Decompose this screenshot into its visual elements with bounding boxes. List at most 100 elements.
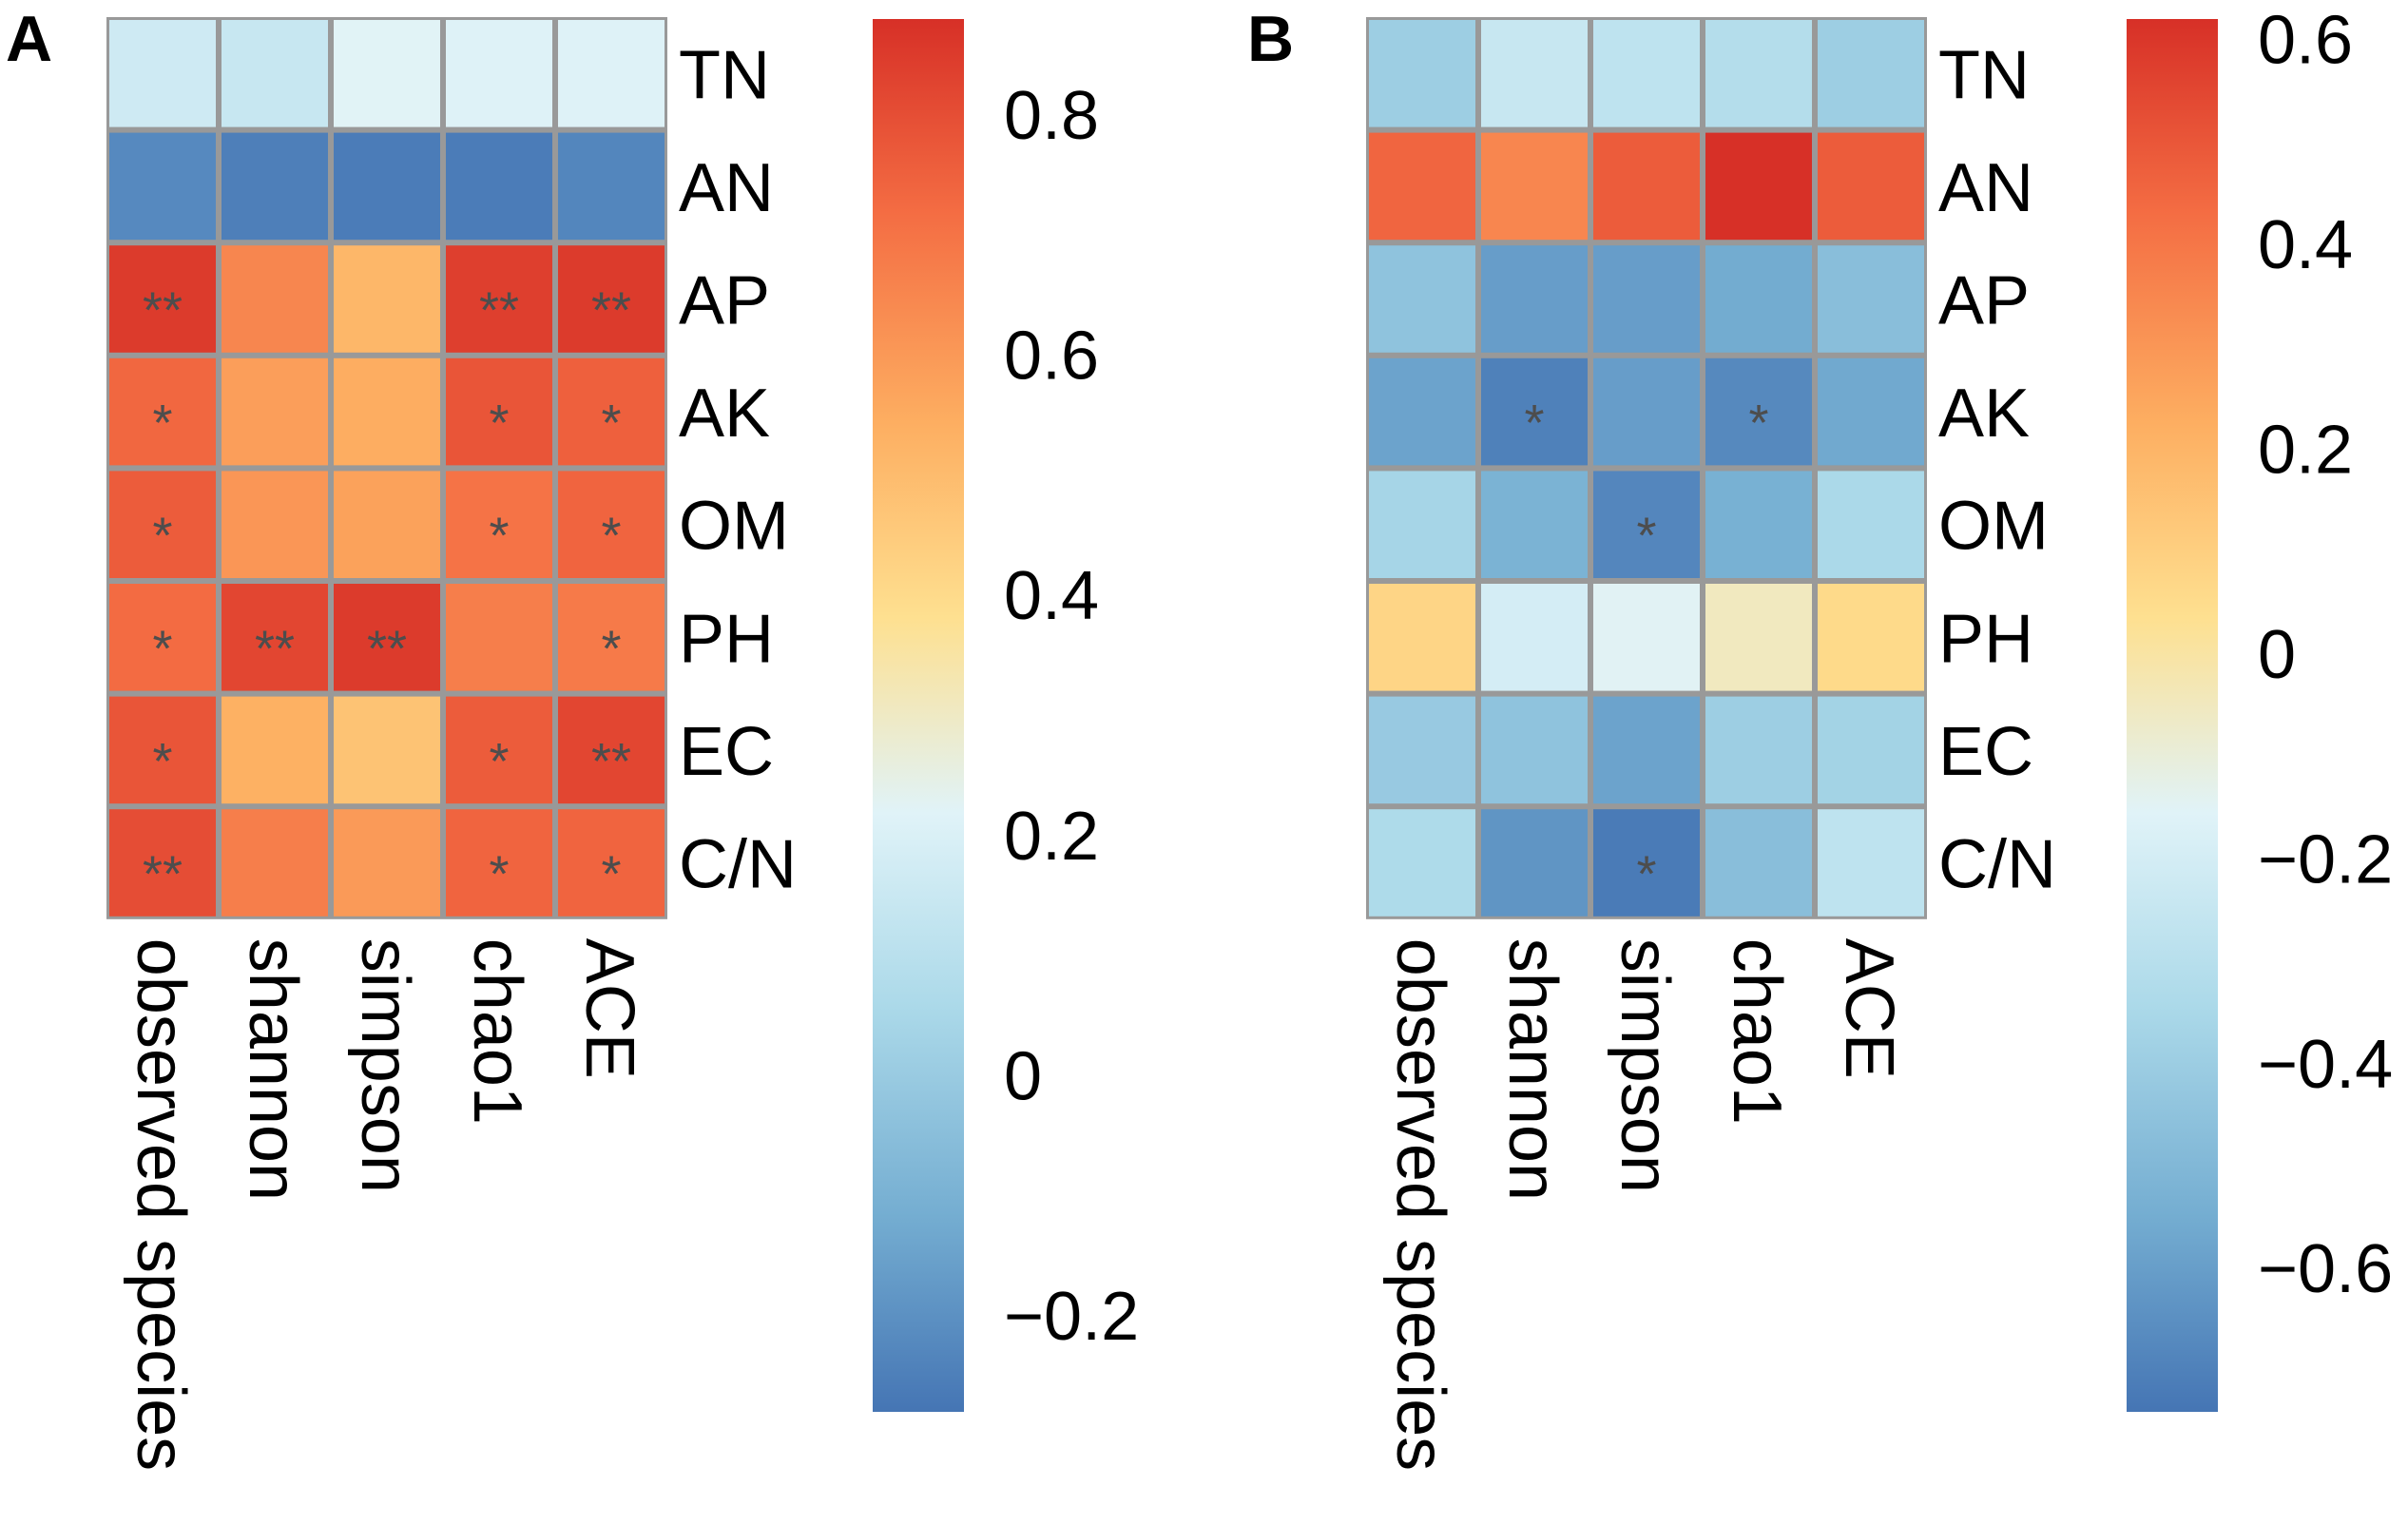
panel-a-cell-tn-chao1: [446, 20, 552, 127]
panel-b-cell-ec-simpson: [1593, 696, 1700, 804]
panel-a-row-label-c-n: C/N: [679, 827, 797, 903]
panel-a-significance-c-n-chao1: *: [489, 846, 509, 903]
panel-b-heatmap: * * * *: [1366, 17, 1927, 919]
panel-a-column-label-chao1: chao1: [459, 938, 535, 1125]
panel-b-cell-ak-shannon: [1481, 357, 1588, 466]
panel-a-significance-om-observed-species: *: [152, 508, 172, 565]
panel-b-cell-tn-shannon: [1481, 20, 1588, 127]
panel-a-cell-tn-shannon: [222, 20, 328, 127]
panel-a-significance-om-chao1: *: [489, 508, 509, 565]
panel-a-colorbar: 0.8 0.6 0.4 0.2 0 −0.2: [873, 19, 1139, 1412]
panel-b-cell-tn-simpson: [1593, 20, 1700, 127]
panel-b-column-label-simpson: simpson: [1607, 938, 1683, 1193]
panel-a-cell-c-n-ace: [558, 809, 665, 917]
panel-b-cell-an-shannon: [1481, 132, 1588, 241]
panel-b-cell-tn-chao1: [1705, 20, 1812, 127]
panel-b-cell-an-observed-species: [1369, 132, 1475, 241]
panel-b-column-label-chao1: chao1: [1719, 938, 1795, 1125]
panel-b-cell-ph-observed-species: [1369, 584, 1475, 691]
panel-a-cell-ec-shannon: [222, 696, 328, 804]
panel-a-cell-ph-observed-species: [109, 584, 216, 691]
panel-a-significance-ec-observed-species: *: [152, 733, 172, 790]
panel-b-cell-ph-simpson: [1593, 584, 1700, 691]
panel-b-colorbar-gradient: [2127, 19, 2218, 1412]
panel-b-cell-c-n-shannon: [1481, 809, 1588, 917]
panel-b-cell-an-simpson: [1593, 132, 1700, 241]
panel-b-row-label-ap: AP: [1938, 263, 2030, 339]
panel-a-cell-tn-ace: [558, 20, 665, 127]
panel-a-cell-ec-observed-species: [109, 696, 216, 804]
panel-b-colorbar: 0.6 0.4 0.2 0 −0.2 −0.4 −0.6: [2127, 3, 2393, 1412]
panel-b-column-labels: observed species shannon simpson chao1 ACE: [1382, 938, 1907, 1471]
panel-a-significance-ph-ace: *: [601, 620, 621, 677]
panel-a-cell-om-simpson: [334, 471, 440, 578]
panel-a-significance-ph-shannon: **: [255, 620, 295, 677]
panel-b-cell-ec-shannon: [1481, 696, 1588, 804]
panel-a-colorbar-tick-label: 0.2: [1004, 799, 1099, 875]
panel-b-significance-c-n-simpson: *: [1636, 846, 1656, 903]
panel-a-column-label-ace: ACE: [571, 938, 647, 1079]
panel-a-heatmap: ** ** *** * ** * ** ** ** ** * **** * *: [106, 17, 667, 919]
panel-a-significance-ph-simpson: **: [367, 620, 407, 677]
panel-a-column-label-shannon: shannon: [235, 938, 311, 1201]
panel-a-row-label-an: AN: [679, 150, 774, 226]
panel-a-cell-c-n-shannon: [222, 809, 328, 917]
panel-a-cell-c-n-simpson: [334, 809, 440, 917]
panel-b-cell-c-n-ace: [1818, 809, 1924, 917]
panel-a-significance-ak-observed-species: *: [152, 395, 172, 452]
panel-b-column-label-observed-species: observed species: [1382, 938, 1458, 1471]
panel-a-cell-ph-ace: [558, 584, 665, 691]
panel-b-row-labels: TN AN AP AK OM PH EC C/N: [1938, 37, 2056, 902]
panel-b-colorbar-tick-label: 0.2: [2258, 412, 2353, 488]
panel-a-column-labels: observed species shannon simpson chao1 ACE: [123, 938, 647, 1471]
panel-b-cell-om-simpson: [1593, 471, 1700, 578]
panel-a-column-label-simpson: simpson: [347, 938, 423, 1193]
panel-b-row-label-ph: PH: [1938, 601, 2033, 677]
panel-a-cell-om-shannon: [222, 471, 328, 578]
panel-b-cell-ec-observed-species: [1369, 696, 1475, 804]
panel-b-cell-ec-ace: [1818, 696, 1924, 804]
panel-a-cell-ak-chao1: [446, 357, 552, 466]
panel-b-cell-ak-chao1: [1705, 357, 1812, 466]
panel-b-significance-om-simpson: *: [1636, 508, 1656, 565]
panel-b-cell-ec-chao1: [1705, 696, 1812, 804]
panel-b-colorbar-tick-label: 0.6: [2258, 3, 2353, 79]
panel-a: A ** ** *** * ** * ** ** ** ** * **** * * TNANAPAKOMP…: [6, 3, 1139, 1471]
panel-a-cell-ph-shannon: [222, 584, 328, 691]
panel-b-row-label-ak: AK: [1938, 376, 2030, 452]
panel-a-significance-om-ace: *: [601, 508, 621, 565]
panel-b-row-label-an: AN: [1938, 150, 2033, 226]
panel-a-cell-an-observed-species: [109, 132, 216, 241]
panel-b-significance-ak-shannon: *: [1524, 395, 1544, 452]
panel-a-cell-ap-observed-species: [109, 245, 216, 353]
panel-b: B * * * * TN AN AP AK OM PH EC C/N observed specie…: [1247, 3, 2393, 1472]
panel-b-column-label-shannon: shannon: [1494, 938, 1570, 1201]
panel-b-significance-ak-chao1: *: [1748, 395, 1768, 452]
panel-a-colorbar-gradient: [873, 19, 964, 1412]
panel-b-cell-c-n-observed-species: [1369, 809, 1475, 917]
panel-a-cell-ap-shannon: [222, 245, 328, 353]
panel-b-colorbar-tick-label: −0.6: [2258, 1231, 2393, 1307]
panel-a-significance-ak-chao1: *: [489, 395, 509, 452]
panel-b-cell-c-n-simpson: [1593, 809, 1700, 917]
panel-b-row-label-tn: TN: [1938, 37, 2030, 113]
panel-a-cell-om-ace: [558, 471, 665, 578]
panel-b-cell-ap-observed-species: [1369, 245, 1475, 353]
panel-a-cell-ph-simpson: [334, 584, 440, 691]
panel-a-colorbar-tick-label: 0.8: [1004, 78, 1099, 154]
panel-a-cell-tn-observed-species: [109, 20, 216, 127]
panel-a-cell-c-n-chao1: [446, 809, 552, 917]
panel-a-row-label-om: OM: [679, 489, 789, 565]
panel-a-colorbar-tick-label: −0.2: [1004, 1279, 1139, 1355]
panel-b-cell-ph-chao1: [1705, 584, 1812, 691]
panel-a-cell-ak-observed-species: [109, 357, 216, 466]
panel-b-cell-ap-simpson: [1593, 245, 1700, 353]
panel-a-significance-ec-chao1: *: [489, 733, 509, 790]
panel-b-colorbar-tick-label: 0: [2258, 617, 2296, 693]
panel-b-cell-ap-chao1: [1705, 245, 1812, 353]
panel-b-cell-om-shannon: [1481, 471, 1588, 578]
panel-b-cell-om-chao1: [1705, 471, 1812, 578]
panel-b-cell-an-ace: [1818, 132, 1924, 241]
panel-a-cell-ap-chao1: [446, 245, 552, 353]
panel-a-cell-tn-simpson: [334, 20, 440, 127]
